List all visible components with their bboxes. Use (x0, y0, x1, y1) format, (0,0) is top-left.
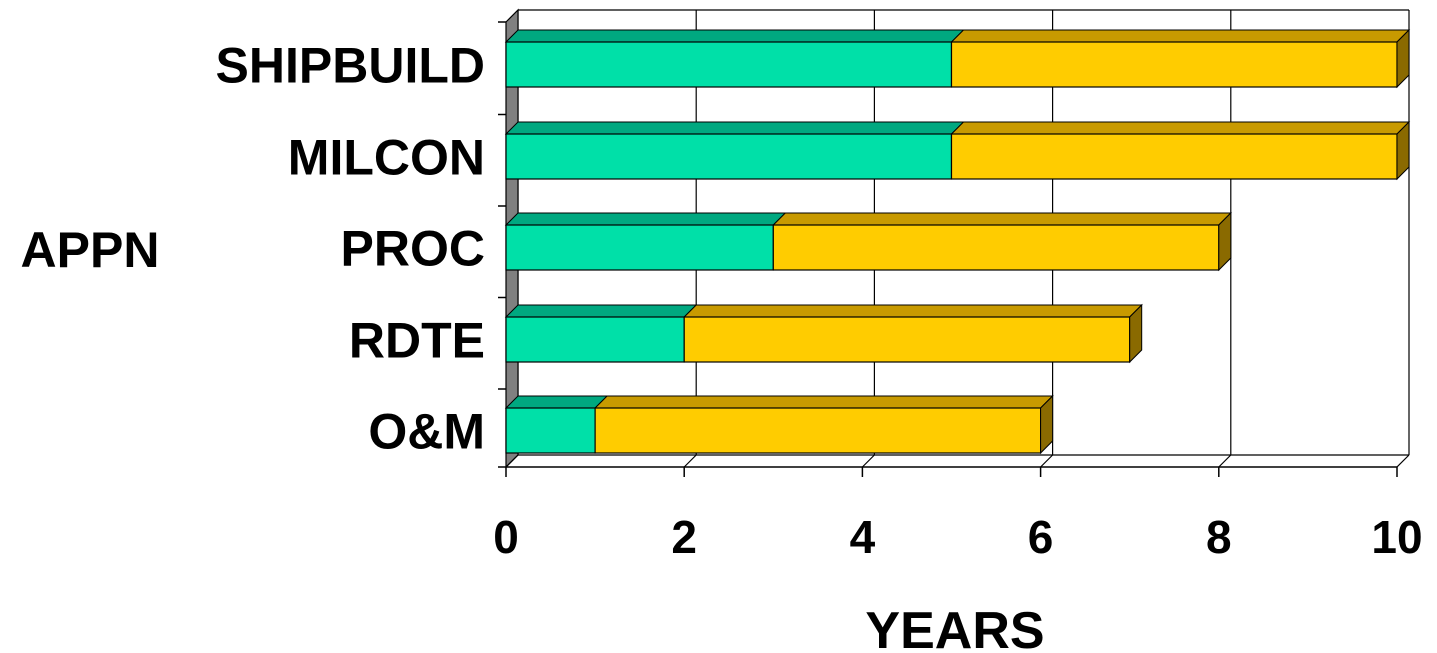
x-tick-label: 8 (1206, 511, 1232, 563)
bar (504, 395, 609, 454)
bar-top-face (593, 395, 1054, 409)
x-tick-label: 2 (671, 511, 697, 563)
y-axis-title: APPN (21, 222, 160, 278)
category-label: RDTE (349, 313, 485, 369)
category-label: O&M (368, 404, 485, 460)
bar (504, 212, 787, 271)
x-tick-label: 0 (493, 511, 519, 563)
bar-end-face (1396, 120, 1410, 181)
floor-grid-diagonal (861, 454, 875, 468)
chart-floor (505, 454, 1410, 477)
bar (950, 29, 1411, 88)
bar-end-face (1218, 211, 1232, 272)
x-axis-title: YEARS (865, 602, 1044, 653)
bar-end-face (1396, 28, 1410, 89)
bar-top-face (950, 29, 1411, 43)
bar-front-face (772, 224, 1220, 271)
bar-top-face (504, 29, 965, 43)
x-tick-label: 4 (850, 511, 876, 563)
bar-front-face (950, 133, 1398, 180)
category-label: MILCON (288, 130, 485, 186)
bar-front-face (505, 133, 953, 180)
floor-grid-diagonal (1396, 454, 1410, 468)
x-tick-label: 10 (1371, 511, 1422, 563)
bar (504, 304, 698, 363)
bar (593, 395, 1054, 454)
bar-top-face (504, 121, 965, 135)
category-label: PROC (341, 221, 485, 277)
bar-front-face (505, 316, 685, 363)
floor-grid-diagonal (683, 454, 697, 468)
bar (772, 212, 1233, 271)
floor-grid-diagonal (1040, 454, 1054, 468)
bar-top-face (504, 395, 609, 409)
bar-end-face (1040, 394, 1054, 455)
bar-front-face (505, 224, 774, 271)
bar-front-face (505, 41, 953, 88)
bar-top-face (772, 212, 1233, 226)
floor-grid-diagonal (1218, 454, 1232, 468)
x-tick-label: 6 (1028, 511, 1054, 563)
floor-grid-diagonal (505, 454, 519, 468)
category-label: SHIPBUILD (216, 38, 485, 94)
bar-top-face (504, 212, 787, 226)
bar-top-face (950, 121, 1411, 135)
category-labels: SHIPBUILD MILCON PROC RDTE O&M (216, 38, 485, 460)
bar (682, 304, 1143, 363)
x-tick-labels: 0 2 4 6 8 10 (493, 511, 1422, 563)
bar-top-face (682, 304, 1143, 318)
bar (504, 121, 965, 180)
bar (950, 121, 1411, 180)
bar-end-face (1129, 303, 1143, 364)
bar-front-face (505, 407, 596, 454)
bar-front-face (594, 407, 1042, 454)
bar-top-face (504, 304, 698, 318)
bar-front-face (950, 41, 1398, 88)
bars (504, 28, 1411, 455)
bar (504, 29, 965, 88)
bar-front-face (683, 316, 1131, 363)
